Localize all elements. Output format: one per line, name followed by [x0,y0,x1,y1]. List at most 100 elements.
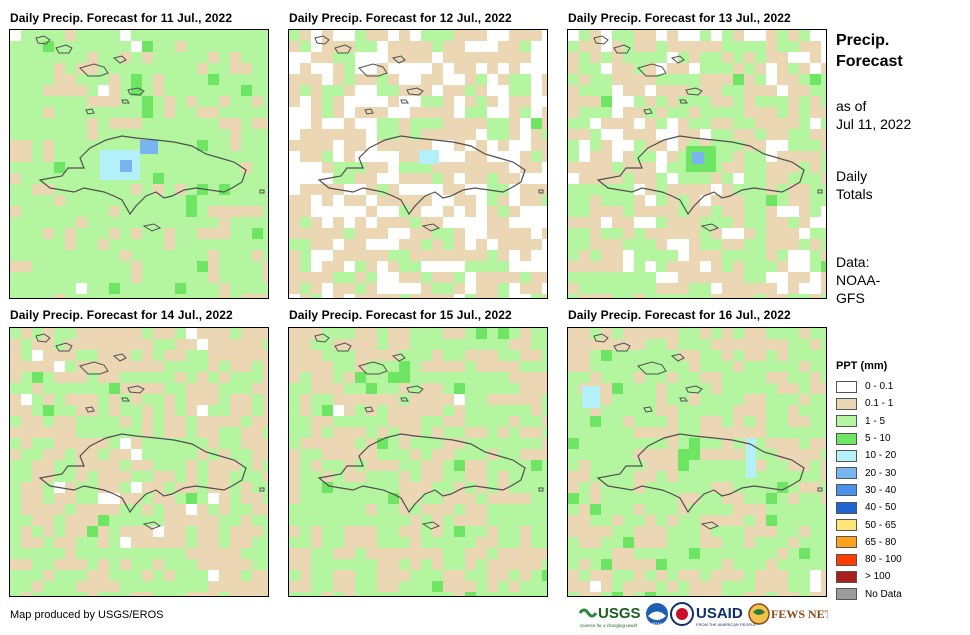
precip-cell [197,30,208,41]
precip-cell [579,30,590,41]
precip-cell [476,383,487,394]
precip-cell [32,250,43,261]
precip-cell [289,272,300,283]
precip-cell [531,52,542,63]
precip-cell [744,559,755,570]
precip-cell [322,52,333,63]
precip-cell [487,559,498,570]
legend-label: No Data [865,588,902,600]
precip-cell [32,239,43,250]
island-coastline [79,361,109,375]
precip-cell [788,416,799,427]
precip-cell [230,118,241,129]
precip-cell [623,328,634,339]
precip-cell [76,206,87,217]
precip-cell [487,383,498,394]
precip-cell [509,129,520,140]
precip-cell [208,162,219,173]
precip-cell [667,471,678,482]
precip-cell [454,30,465,41]
precip-cell [711,515,722,526]
precip-cell [568,261,579,272]
precip-cell [421,361,432,372]
precip-cell [10,504,21,515]
precip-cell [744,261,755,272]
precip-cell [175,261,186,272]
precip-cell [21,30,32,41]
precip-cell [175,372,186,383]
precip-cell [377,471,388,482]
precip-cell [590,283,601,294]
precip-cell [520,162,531,173]
precip-cell [722,438,733,449]
precip-cell [465,537,476,548]
precip-cell [788,328,799,339]
island-coastline [593,333,609,343]
precip-cell [568,526,579,537]
precip-cell [733,41,744,52]
precip-cell [799,162,810,173]
precip-cell [399,228,410,239]
precip-cell [421,350,432,361]
precip-cell [755,228,766,239]
precip-cell [153,217,164,228]
precip-cell [355,416,366,427]
precip-cell [487,471,498,482]
precip-cell [542,548,547,559]
precip-cell [432,515,443,526]
precip-cell [498,339,509,350]
precip-cell [54,151,65,162]
precip-cell [487,283,498,294]
precip-cell [344,493,355,504]
precip-cell [388,151,399,162]
precip-cell [498,570,509,581]
precip-cell [821,350,826,361]
precip-cell [186,272,197,283]
precip-cell [76,592,87,596]
precip-cell [799,394,810,405]
precip-cell [355,52,366,63]
precip-cell [531,217,542,228]
precip-cell [54,228,65,239]
precip-cell [164,118,175,129]
precip-cell [300,504,311,515]
precip-cell [32,30,43,41]
precip-cell [230,63,241,74]
precip-cell [799,217,810,228]
precip-cell [454,328,465,339]
precip-cell [520,261,531,272]
precip-cell [667,559,678,570]
precip-cell [777,405,788,416]
precip-cell [733,250,744,261]
precip-cell [76,581,87,592]
precip-cell [821,427,826,438]
precip-cell [366,559,377,570]
precip-cell [542,30,547,41]
precip-cell [131,41,142,52]
precip-cell [241,427,252,438]
precip-cell [443,261,454,272]
sidebar-title: Precip. Forecast [836,30,903,72]
precip-cell [678,504,689,515]
precip-cell [289,283,300,294]
precip-cell [788,63,799,74]
precip-cell [43,526,54,537]
precip-cell [645,96,656,107]
precip-cell [810,118,821,129]
precip-cell [810,482,821,493]
precip-cell [788,294,799,298]
precip-cell [208,427,219,438]
precip-cell [208,471,219,482]
precip-cell [744,294,755,298]
precip-cell [421,548,432,559]
precip-cell [810,129,821,140]
precip-cell [601,129,612,140]
precip-cell [230,239,241,250]
precip-cell [733,151,744,162]
precip-cell [186,471,197,482]
island-coastline [538,189,544,194]
precip-cell [399,427,410,438]
precip-cell [465,41,476,52]
precip-cell [230,537,241,548]
precip-cell [645,272,656,283]
